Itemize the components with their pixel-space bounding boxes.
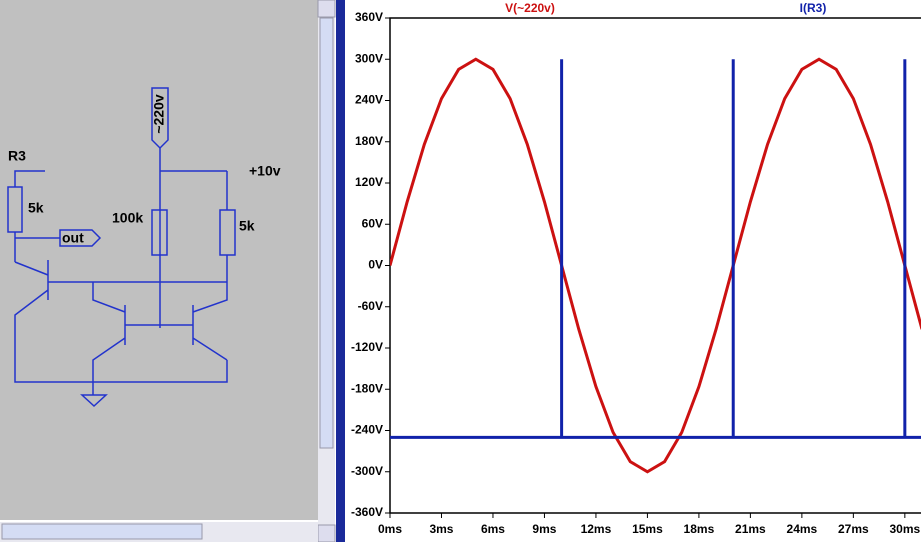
net-label: out	[62, 230, 84, 246]
x-tick-label: 6ms	[481, 522, 505, 536]
y-tick-label: -120V	[351, 340, 383, 354]
y-tick-label: -180V	[351, 381, 383, 395]
y-tick-label: 300V	[355, 51, 383, 65]
schematic-pane	[0, 0, 318, 520]
x-tick-label: 24ms	[787, 522, 818, 536]
y-tick-label: -360V	[351, 505, 383, 519]
series-line	[390, 57, 921, 474]
net-label: +10v	[249, 163, 281, 179]
x-tick-label: 21ms	[735, 522, 766, 536]
pane-divider	[336, 0, 345, 542]
out-flag	[59, 229, 102, 247]
scroll-thumb[interactable]	[319, 17, 334, 449]
y-tick-label: 120V	[355, 175, 383, 189]
scroll-up[interactable]	[317, 0, 336, 18]
legend-entry: V(~220v)	[505, 1, 555, 15]
component-value: 5k	[28, 200, 44, 216]
hscroll-thumb[interactable]	[1, 523, 203, 540]
scroll-down[interactable]	[317, 524, 336, 543]
resistor	[219, 209, 236, 256]
resistor	[151, 209, 168, 256]
schematic: R3 5k out ~220v +10v 100k 5k	[7, 87, 281, 408]
legend-entry: I(R3)	[800, 1, 827, 15]
y-tick-label: 360V	[355, 10, 383, 24]
net-label: ~220v	[151, 94, 167, 134]
x-tick-label: 30ms	[889, 522, 920, 536]
x-tick-label: 15ms	[632, 522, 663, 536]
plot-pane	[345, 0, 921, 542]
y-tick-label: 60V	[362, 216, 383, 230]
y-tick-label: 0V	[368, 258, 383, 272]
component-label: R3	[8, 148, 26, 164]
y-tick-label: -240V	[351, 423, 383, 437]
component-value: 100k	[112, 210, 143, 226]
y-tick-label: -300V	[351, 464, 383, 478]
x-tick-label: 9ms	[532, 522, 556, 536]
resistor	[7, 186, 23, 233]
y-tick-label: 180V	[355, 134, 383, 148]
wires	[14, 148, 228, 408]
x-tick-label: 12ms	[581, 522, 612, 536]
x-tick-label: 18ms	[684, 522, 715, 536]
x-tick-label: 3ms	[429, 522, 453, 536]
component-value: 5k	[239, 218, 255, 234]
y-tick-label: -60V	[358, 299, 383, 313]
source-flag	[151, 87, 169, 150]
x-tick-label: 0ms	[378, 522, 402, 536]
series-line	[390, 59, 921, 439]
y-tick-label: 240V	[355, 93, 383, 107]
x-tick-label: 27ms	[838, 522, 869, 536]
